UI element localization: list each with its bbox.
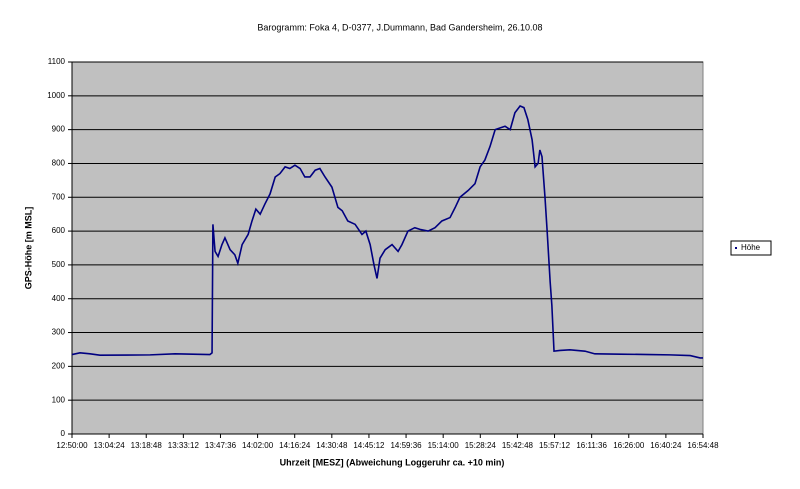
x-tick-label: 16:54:48: [687, 441, 719, 450]
y-tick-label: 500: [52, 260, 66, 269]
x-tick-label: 14:30:48: [316, 441, 348, 450]
y-tick-label: 800: [52, 159, 66, 168]
x-tick-label: 14:59:36: [390, 441, 422, 450]
x-tick-label: 13:47:36: [205, 441, 237, 450]
legend-marker: [735, 247, 737, 249]
x-tick-label: 12:50:00: [56, 441, 88, 450]
y-tick-label: 100: [52, 395, 66, 404]
chart-title: Barogramm: Foka 4, D-0377, J.Dummann, Ba…: [257, 22, 542, 32]
y-tick-label: 400: [52, 294, 66, 303]
y-tick-label: 600: [52, 226, 66, 235]
y-tick-label: 300: [52, 328, 66, 337]
data-line: [71, 104, 703, 359]
x-tick-label: 13:33:12: [168, 441, 200, 450]
x-tick-label: 15:57:12: [539, 441, 571, 450]
x-tick-label: 16:26:00: [613, 441, 645, 450]
legend-label: Höhe: [741, 243, 761, 252]
y-tick-label: 200: [52, 361, 66, 370]
y-tick-label: 900: [52, 125, 66, 134]
x-tick-label: 16:40:24: [650, 441, 682, 450]
legend-box: [730, 240, 772, 256]
y-axis-label: GPS-Höhe [m MSL]: [23, 207, 33, 290]
x-tick-label: 14:02:00: [242, 441, 274, 450]
x-tick-label: 13:18:48: [131, 441, 163, 450]
y-tick-label: 1000: [47, 91, 65, 100]
x-tick-label: 15:28:24: [465, 441, 497, 450]
x-tick-label: 13:04:24: [94, 441, 126, 450]
y-tick-label: 700: [52, 192, 66, 201]
y-tick-label: 0: [61, 429, 66, 438]
x-tick-label: 15:14:00: [428, 441, 460, 450]
x-tick-label: 14:16:24: [279, 441, 311, 450]
y-tick-label: 1100: [48, 57, 66, 66]
x-tick-label: 15:42:48: [502, 441, 534, 450]
x-tick-label: 16:11:36: [576, 441, 607, 450]
x-tick-label: 14:45:12: [353, 441, 385, 450]
x-axis-label: Uhrzeit [MESZ] (Abweichung Loggeruhr ca.…: [280, 457, 505, 467]
